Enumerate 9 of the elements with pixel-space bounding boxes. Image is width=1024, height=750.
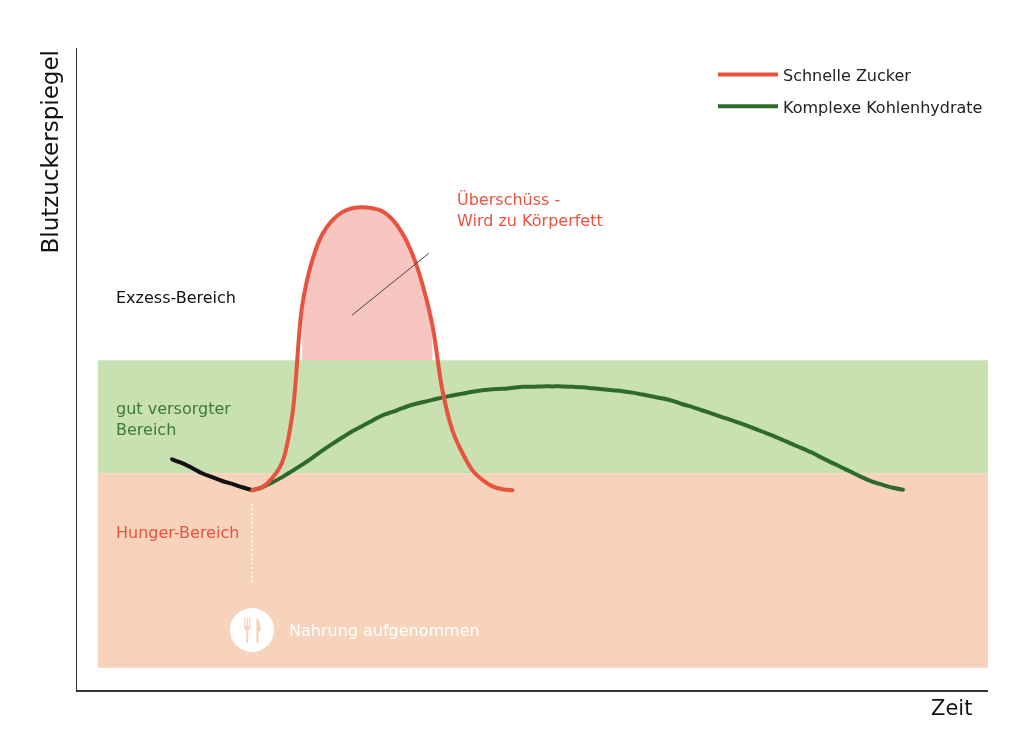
legend-label: Schnelle Zucker [783,65,912,85]
band-label: Hunger-Bereich [116,523,240,542]
annotation: Überschüss - Wird zu Körperfett [457,190,603,230]
legend-label: Komplexe Kohlenhydrate [783,97,983,117]
x-axis-title: Zeit [931,696,973,720]
annotation: Nahrung aufgenommen [289,621,480,640]
band-label: gut versorgter Bereich [116,399,232,439]
annotation: Exzess-Bereich [116,288,236,307]
y-axis-title: Blutzuckerspiegel [36,50,63,254]
